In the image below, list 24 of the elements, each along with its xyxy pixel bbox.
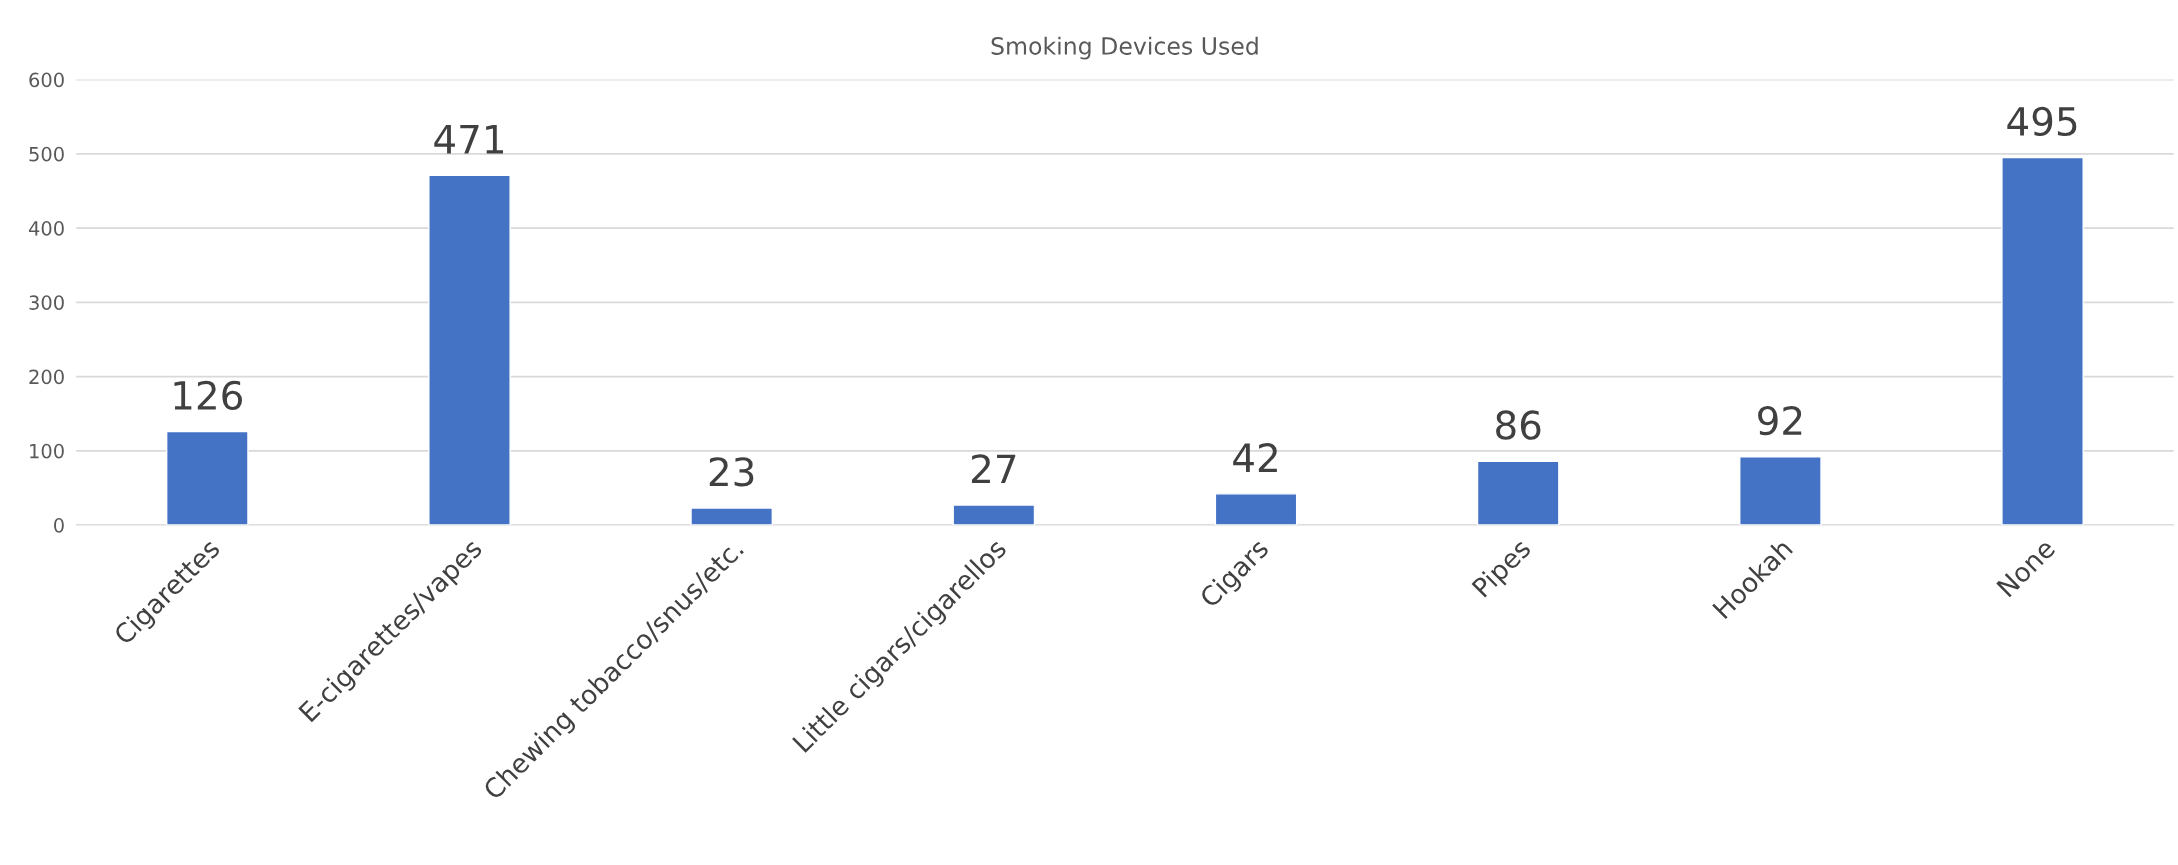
y-tick-label: 0 [54, 518, 64, 533]
y-tick-label: 200 [29, 369, 64, 385]
y-tick-label: 100 [30, 443, 64, 459]
data-label: 92 [1758, 405, 1802, 436]
bar [428, 174, 511, 526]
bar [165, 430, 249, 526]
data-label: 86 [1496, 410, 1541, 440]
data-label: 126 [174, 380, 242, 411]
y-tick-label: 400 [28, 221, 64, 236]
y-tick-label: 600 [29, 72, 64, 88]
bar [2001, 156, 2084, 526]
data-label: 27 [971, 454, 1016, 484]
y-tick-label: 500 [29, 146, 64, 162]
data-label: 23 [709, 457, 754, 487]
bar [1476, 460, 1560, 526]
chart-title: Smoking Devices Used [991, 36, 1258, 60]
data-label: 471 [434, 125, 504, 154]
data-label: 42 [1233, 443, 1277, 472]
bar [952, 504, 1036, 526]
bar [1214, 493, 1298, 526]
data-label: 495 [2007, 106, 2077, 137]
bar [1739, 456, 1822, 526]
y-tick-label: 300 [29, 295, 64, 310]
bar [690, 507, 774, 526]
